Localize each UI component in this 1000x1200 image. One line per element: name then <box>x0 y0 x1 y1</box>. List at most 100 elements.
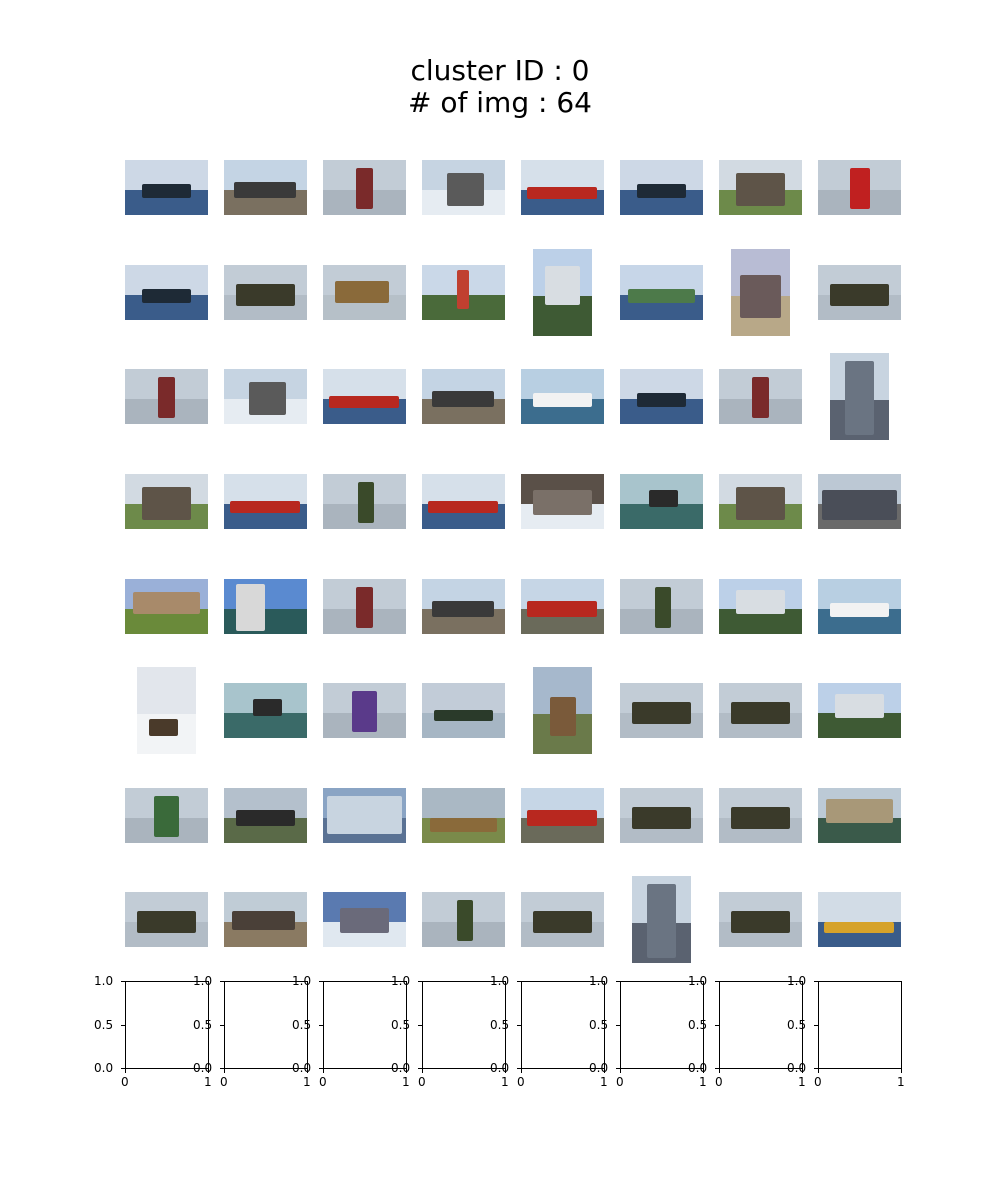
ytick-mark <box>814 1024 818 1026</box>
thumbnail-duck-decoy <box>125 891 208 947</box>
empty-axes-7 <box>719 981 803 1069</box>
xtick-mark <box>208 1069 209 1073</box>
ytick-mark <box>220 1024 224 1026</box>
ytick-mark <box>616 1068 620 1069</box>
thumbnail-castle <box>818 682 901 738</box>
thumbnail-duck-decoy <box>224 264 307 320</box>
ytick-label: 0.0 <box>589 1061 609 1075</box>
xtick-label: 1 <box>501 1075 509 1089</box>
thumbnail-snow-rock <box>323 891 406 947</box>
ytick-label: 0.5 <box>688 1017 708 1032</box>
thumbnail-ship-yellow <box>818 891 901 947</box>
thumbnail-island <box>422 682 505 738</box>
thumbnail-doll <box>125 368 208 424</box>
ytick-label: 0.5 <box>490 1017 510 1032</box>
ytick-mark <box>418 981 422 982</box>
thumbnail-train <box>422 368 505 424</box>
ytick-mark <box>715 1068 719 1069</box>
ytick-mark <box>418 1024 422 1026</box>
thumbnail-cruise-ship <box>818 578 901 634</box>
ytick-label: 0.0 <box>391 1061 411 1075</box>
xtick-label: 1 <box>699 1075 707 1089</box>
empty-axes-4 <box>422 981 506 1069</box>
ytick-label: 0.0 <box>193 1061 213 1075</box>
ytick-label: 0.5 <box>292 1017 312 1032</box>
thumbnail-eagle <box>224 682 307 738</box>
ytick-mark <box>121 1068 125 1069</box>
xtick-label: 1 <box>204 1075 212 1089</box>
empty-axes-5 <box>521 981 605 1069</box>
thumbnail-duck-decoy <box>620 682 703 738</box>
ytick-mark <box>319 1024 323 1026</box>
thumbnail-doll-red <box>818 159 901 215</box>
ytick-label: 1.0 <box>688 974 708 988</box>
thumbnail-train-red <box>521 578 604 634</box>
thumbnail-reindeer <box>533 666 592 754</box>
thumbnail-deer-field <box>422 787 505 843</box>
ytick-mark <box>319 981 323 982</box>
xtick-label: 0 <box>517 1075 525 1089</box>
thumbnail-doll <box>323 578 406 634</box>
xtick-label: 0 <box>814 1075 822 1089</box>
xtick-mark <box>521 1069 522 1073</box>
ytick-label: 0.0 <box>688 1061 708 1075</box>
thumbnail-tower <box>224 578 307 634</box>
thumbnail-figurine <box>323 473 406 529</box>
xtick-label: 1 <box>897 1075 905 1089</box>
ytick-label: 0.0 <box>94 1061 114 1075</box>
xtick-mark <box>505 1069 506 1073</box>
ytick-label: 1.0 <box>193 974 213 988</box>
empty-axes-3 <box>323 981 407 1069</box>
thumbnail-castle-lake <box>818 787 901 843</box>
ytick-label: 1.0 <box>490 974 510 988</box>
ytick-label: 1.0 <box>589 974 609 988</box>
thumbnail-figurine <box>422 891 505 947</box>
cluster-id-title: cluster ID : 0 <box>410 54 590 87</box>
thumbnail-elephant <box>224 368 307 424</box>
xtick-mark <box>307 1069 308 1073</box>
thumbnail-ship-red <box>422 473 505 529</box>
xtick-label: 1 <box>600 1075 608 1089</box>
xtick-mark <box>604 1069 605 1073</box>
xtick-mark <box>323 1069 324 1073</box>
thumbnail-skyscraper <box>632 875 691 963</box>
thumbnail-duck-decoy <box>719 891 802 947</box>
ytick-label: 0.5 <box>787 1017 807 1032</box>
ytick-label: 0.5 <box>391 1017 411 1032</box>
xtick-label: 1 <box>798 1075 806 1089</box>
xtick-label: 0 <box>319 1075 327 1089</box>
ytick-mark <box>220 981 224 982</box>
ytick-mark <box>319 1068 323 1069</box>
xtick-label: 0 <box>418 1075 426 1089</box>
ytick-label: 0.0 <box>490 1061 510 1075</box>
thumbnail-train-old <box>224 891 307 947</box>
thumbnail-ship <box>620 159 703 215</box>
thumbnail-duck-decoy <box>719 682 802 738</box>
thumbnail-ship-red <box>521 159 604 215</box>
ytick-label: 1.0 <box>391 974 411 988</box>
ytick-mark <box>715 1024 719 1026</box>
empty-axes-1 <box>125 981 209 1069</box>
thumbnail-duck-decoy <box>620 787 703 843</box>
thumbnail-manor <box>125 578 208 634</box>
thumbnail-duck-decoy <box>719 787 802 843</box>
ytick-label: 1.0 <box>787 974 807 988</box>
thumbnail-ram <box>719 473 802 529</box>
thumbnail-ship <box>125 159 208 215</box>
xtick-mark <box>802 1069 803 1073</box>
ytick-mark <box>517 981 521 982</box>
xtick-mark <box>406 1069 407 1073</box>
xtick-mark <box>620 1069 621 1073</box>
thumbnail-skyscraper <box>830 352 889 440</box>
thumbnail-duck-decoy <box>818 264 901 320</box>
thumbnail-figurine <box>620 578 703 634</box>
xtick-mark <box>901 1069 902 1073</box>
thumbnail-train <box>224 159 307 215</box>
xtick-label: 0 <box>121 1075 129 1089</box>
xtick-label: 0 <box>220 1075 228 1089</box>
ytick-label: 0.5 <box>589 1017 609 1032</box>
xtick-label: 0 <box>715 1075 723 1089</box>
thumbnail-doll-green <box>125 787 208 843</box>
xtick-mark <box>818 1069 819 1073</box>
ytick-label: 0.0 <box>787 1061 807 1075</box>
